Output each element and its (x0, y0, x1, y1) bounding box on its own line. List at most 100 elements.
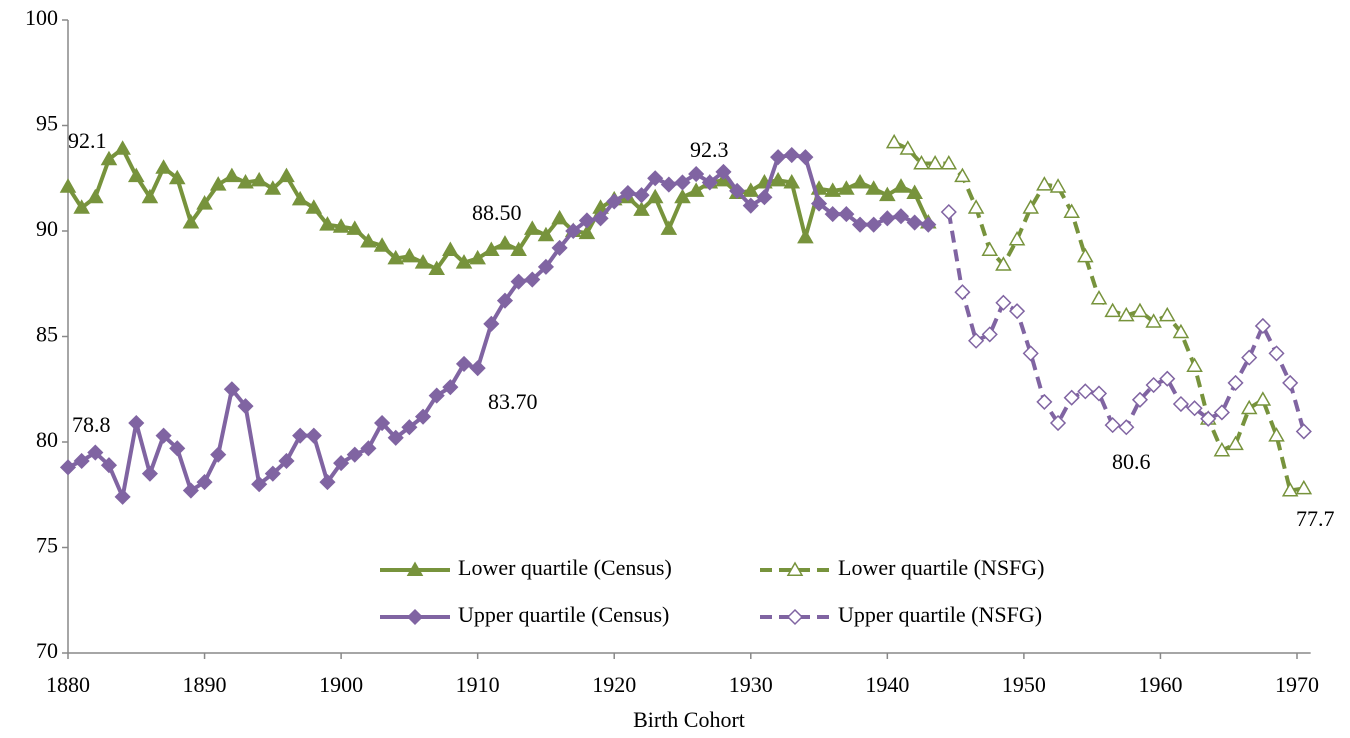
data-point (954, 284, 971, 301)
data-point (264, 180, 282, 195)
x-tick-label: 1960 (1138, 672, 1182, 697)
series-line (893, 140, 1305, 493)
data-point (1049, 178, 1067, 193)
data-point (387, 429, 404, 446)
y-tick-label: 80 (36, 427, 58, 452)
data-point (838, 180, 855, 195)
data-point (1022, 199, 1040, 214)
data-point (360, 233, 377, 248)
annotation: 83.70 (488, 389, 538, 414)
series-line (946, 211, 1306, 432)
data-point (373, 237, 391, 252)
data-point (455, 355, 473, 372)
data-point (920, 216, 937, 233)
data-point (783, 173, 801, 189)
data-point (374, 414, 391, 432)
data-point (387, 249, 405, 265)
data-point (633, 201, 650, 216)
data-point (73, 452, 90, 470)
data-point (414, 408, 432, 425)
data-point (305, 427, 322, 444)
data-point (1118, 306, 1135, 322)
data-point (537, 226, 555, 242)
annotation: 92.1 (68, 128, 107, 153)
data-point (455, 254, 473, 269)
data-point (141, 465, 158, 482)
y-tick-label: 75 (36, 533, 58, 558)
data-point (1213, 441, 1231, 457)
data-point (278, 452, 295, 470)
data-point (926, 154, 944, 170)
data-point (114, 488, 131, 505)
y-tick-label: 90 (36, 216, 58, 241)
data-point (251, 476, 268, 493)
data-point (87, 444, 104, 461)
data-point (332, 218, 350, 233)
data-point (1268, 345, 1285, 362)
data-point (1077, 247, 1094, 263)
data-point (838, 206, 855, 223)
data-point (701, 174, 718, 191)
data-point (660, 220, 678, 235)
data-point (496, 235, 514, 250)
data-point (660, 176, 677, 193)
data-point (1077, 383, 1094, 400)
data-point (196, 474, 213, 491)
data-point (1145, 313, 1162, 328)
data-point (1254, 317, 1271, 335)
annotation: 77.7 (1296, 506, 1335, 531)
data-point (524, 271, 541, 288)
data-point (715, 163, 732, 180)
data-point (155, 159, 172, 174)
data-point (674, 188, 691, 204)
data-point (551, 209, 568, 225)
data-point (237, 398, 254, 415)
data-point (633, 187, 650, 204)
data-point (797, 149, 814, 166)
data-point (100, 457, 118, 474)
data-point (210, 446, 227, 463)
data-point (688, 165, 705, 183)
x-tick-label: 1930 (729, 672, 773, 697)
annotation: 78.8 (72, 412, 111, 437)
data-point (954, 167, 971, 183)
data-point (264, 465, 281, 482)
data-point (1295, 423, 1312, 440)
data-point (250, 171, 268, 187)
x-tick-label: 1900 (319, 672, 363, 697)
data-point (885, 133, 903, 149)
data-point (1268, 427, 1285, 442)
data-point (182, 482, 199, 499)
data-point (1118, 419, 1135, 436)
data-point (1131, 391, 1149, 408)
data-point (892, 178, 910, 193)
data-point (756, 189, 773, 206)
data-point (565, 222, 582, 240)
data-point (1049, 414, 1067, 432)
data-point (292, 427, 309, 444)
data-point (1186, 400, 1203, 417)
data-point (1008, 230, 1026, 246)
data-point (967, 199, 985, 214)
data-point (810, 195, 828, 212)
data-point (1240, 399, 1258, 415)
data-point (1104, 417, 1121, 434)
data-point (469, 360, 486, 377)
data-point (1172, 395, 1189, 413)
data-point (606, 193, 623, 210)
data-point (1282, 374, 1299, 391)
data-point (892, 208, 910, 225)
data-point (127, 167, 145, 183)
data-point (59, 459, 77, 476)
data-point (442, 379, 459, 396)
legend-marker (786, 608, 804, 626)
annotation: 80.6 (1112, 449, 1151, 474)
data-point (879, 186, 896, 202)
data-point (1145, 376, 1162, 394)
data-point (742, 182, 760, 197)
data-point (1254, 391, 1272, 406)
data-point (824, 182, 842, 197)
data-point (1131, 302, 1149, 318)
x-tick-label: 1880 (46, 672, 90, 697)
